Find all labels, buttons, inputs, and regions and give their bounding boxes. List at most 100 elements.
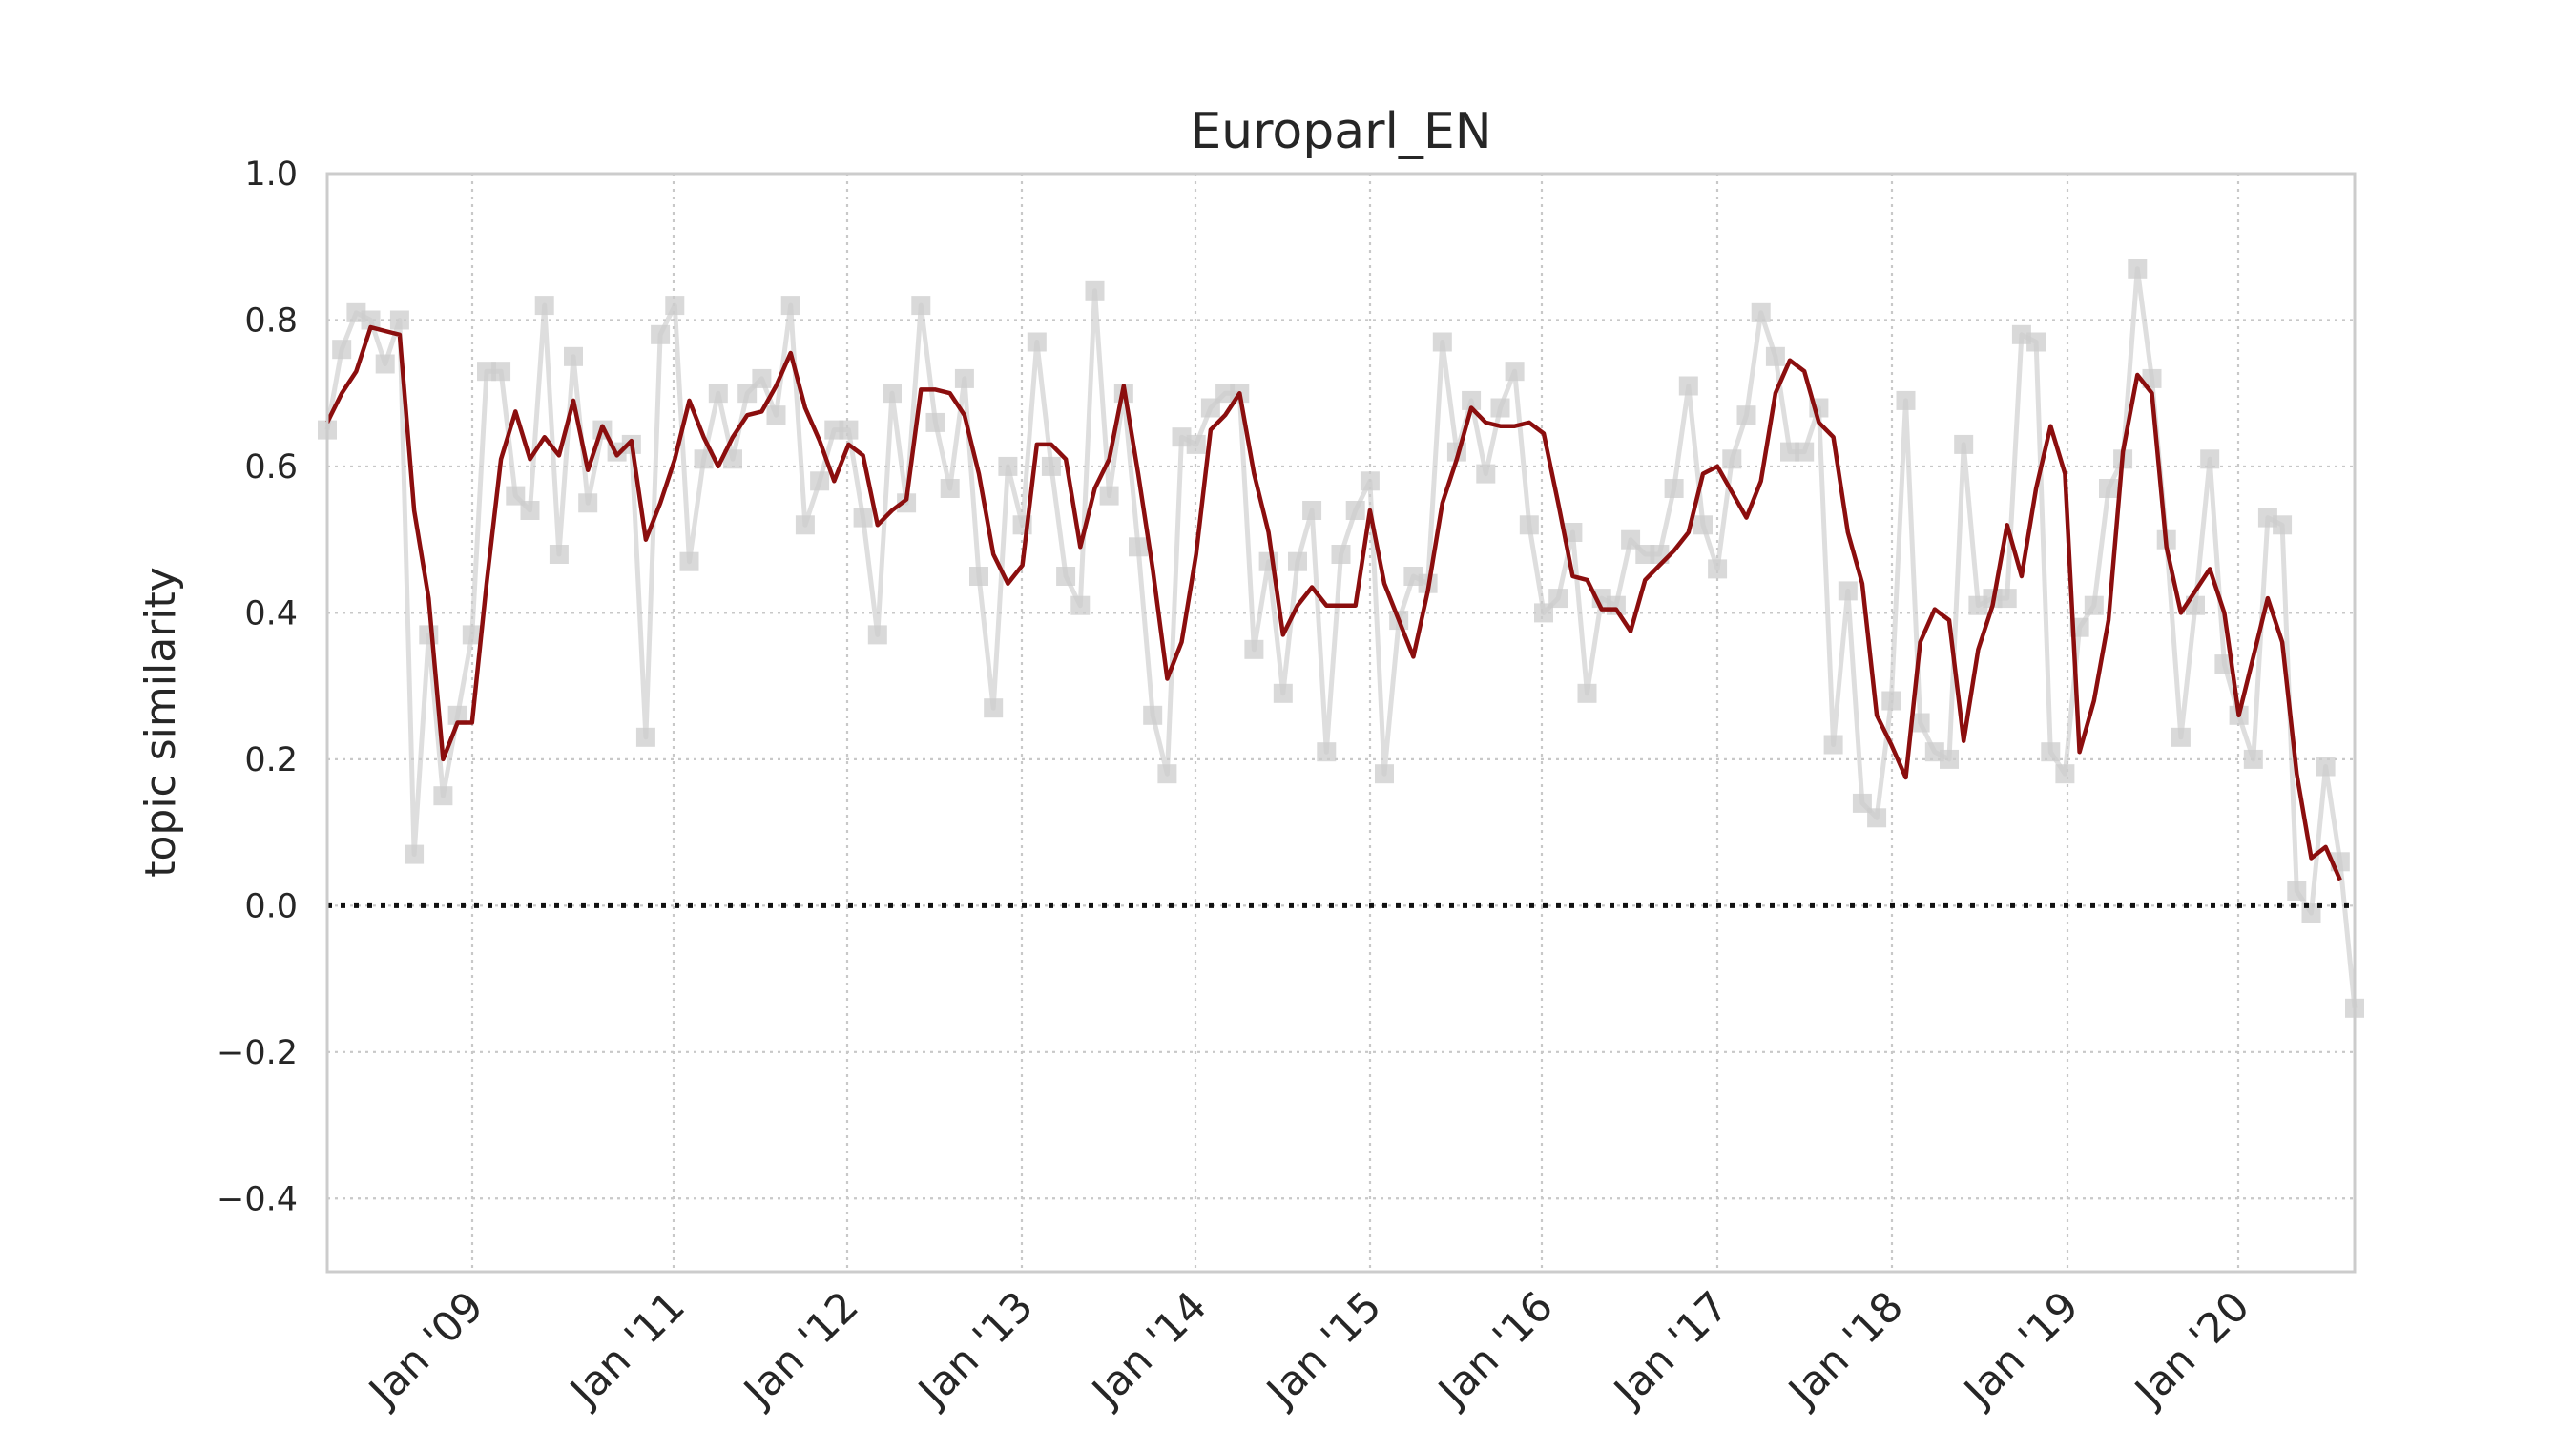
raw-series-point bbox=[1070, 595, 1091, 615]
raw-series-point bbox=[853, 508, 873, 528]
raw-series-point bbox=[1244, 639, 1264, 659]
raw-series-point bbox=[491, 362, 511, 382]
raw-series-point bbox=[954, 368, 974, 388]
raw-series-point bbox=[694, 449, 714, 469]
raw-series-point bbox=[1548, 589, 1568, 609]
raw-series-point bbox=[708, 384, 728, 404]
raw-series-point bbox=[1476, 464, 1496, 484]
raw-series-point bbox=[1867, 808, 1887, 828]
y-axis-title: topic similarity bbox=[136, 567, 185, 878]
raw-series-point bbox=[2243, 749, 2263, 769]
raw-series-point bbox=[1360, 471, 1380, 491]
raw-series-point bbox=[1997, 589, 2017, 609]
raw-series-point bbox=[1186, 434, 1206, 454]
raw-series-point bbox=[1852, 793, 1872, 813]
raw-series-point bbox=[1722, 449, 1742, 469]
raw-series-point bbox=[752, 368, 772, 388]
raw-series-point bbox=[780, 296, 800, 316]
raw-series-point bbox=[665, 296, 685, 316]
plot-frame bbox=[325, 172, 2357, 1274]
y-tick-label: 0.0 bbox=[244, 887, 298, 925]
raw-series-point bbox=[737, 384, 758, 404]
chart-title: Europarl_EN bbox=[1190, 103, 1491, 160]
raw-series-point bbox=[810, 471, 830, 491]
raw-series-point bbox=[1635, 545, 1655, 564]
raw-series-point bbox=[2316, 757, 2336, 777]
raw-series-point bbox=[1273, 683, 1293, 703]
raw-series-point bbox=[549, 545, 569, 564]
raw-series-point bbox=[389, 310, 409, 330]
raw-series-point bbox=[1027, 332, 1047, 352]
raw-series-point bbox=[824, 420, 844, 440]
raw-series-point bbox=[1519, 515, 1539, 535]
raw-series-point bbox=[2099, 479, 2118, 498]
raw-series-point bbox=[332, 340, 352, 360]
raw-series-point bbox=[1924, 742, 1944, 762]
raw-series-point bbox=[1664, 479, 1684, 498]
raw-series-point bbox=[1317, 742, 1337, 762]
raw-series-point bbox=[578, 493, 598, 513]
raw-series-point bbox=[2171, 727, 2191, 747]
raw-series-point bbox=[925, 412, 945, 432]
raw-series-point bbox=[1736, 405, 1756, 425]
raw-series-point bbox=[867, 625, 887, 645]
raw-series-point bbox=[375, 354, 395, 374]
raw-series-point bbox=[911, 296, 931, 316]
raw-series-point bbox=[883, 384, 902, 404]
raw-series-point bbox=[1708, 559, 1728, 579]
raw-series-point bbox=[433, 786, 453, 806]
raw-series-point bbox=[405, 844, 425, 864]
raw-series-point bbox=[1795, 442, 1815, 462]
raw-series-point bbox=[447, 705, 467, 725]
y-tick-label: 0.4 bbox=[244, 594, 298, 633]
raw-series-point bbox=[2273, 515, 2293, 535]
raw-series-point bbox=[839, 420, 859, 440]
raw-series-point bbox=[2287, 881, 2307, 901]
raw-series-point bbox=[2084, 595, 2104, 615]
raw-series-point bbox=[1143, 705, 1163, 725]
raw-series-point bbox=[940, 479, 960, 498]
raw-series-point bbox=[2128, 259, 2148, 279]
raw-series-point bbox=[1751, 302, 1771, 322]
raw-series-point bbox=[1910, 713, 1930, 733]
raw-series-point bbox=[651, 324, 671, 344]
raw-series-point bbox=[1375, 764, 1394, 784]
raw-series-point bbox=[1577, 683, 1597, 703]
raw-series-point bbox=[984, 698, 1004, 718]
raw-series-point bbox=[2301, 903, 2321, 923]
raw-series-point bbox=[723, 449, 742, 469]
raw-series-point bbox=[1099, 486, 1119, 506]
raw-series-point bbox=[1968, 595, 1988, 615]
raw-series-point bbox=[1823, 735, 1843, 755]
raw-series-point bbox=[1505, 362, 1525, 382]
raw-series-point bbox=[1331, 545, 1351, 564]
raw-series-point bbox=[635, 727, 655, 747]
raw-series-point bbox=[506, 486, 526, 506]
raw-series bbox=[318, 259, 2364, 1018]
raw-series-point bbox=[1765, 346, 1785, 366]
y-axis-ticks: −0.4 −0.2 0.0 0.2 0.4 0.6 0.8 1.0 bbox=[217, 156, 298, 1218]
raw-series-point bbox=[361, 310, 381, 330]
raw-series-point bbox=[520, 501, 540, 520]
raw-series-point bbox=[1157, 764, 1177, 784]
raw-series-point bbox=[1621, 529, 1641, 550]
raw-series-point bbox=[1563, 523, 1583, 542]
raw-series-point bbox=[969, 567, 988, 586]
raw-series-point bbox=[419, 625, 439, 645]
raw-series-point bbox=[1302, 501, 1322, 520]
raw-series-point bbox=[1940, 749, 1959, 769]
raw-series-point bbox=[2041, 742, 2061, 762]
y-tick-label: 0.2 bbox=[244, 741, 298, 779]
raw-series-point bbox=[346, 302, 366, 322]
y-tick-label: 1.0 bbox=[244, 156, 298, 194]
raw-series-point bbox=[1678, 376, 1698, 396]
raw-series-point bbox=[795, 515, 815, 535]
raw-series-point bbox=[1403, 567, 1423, 586]
raw-series-point bbox=[1780, 442, 1799, 462]
raw-series-point bbox=[1215, 384, 1236, 404]
raw-series-point bbox=[534, 296, 554, 316]
raw-series-point bbox=[2142, 368, 2162, 388]
smoothed-series-line bbox=[324, 324, 2342, 881]
